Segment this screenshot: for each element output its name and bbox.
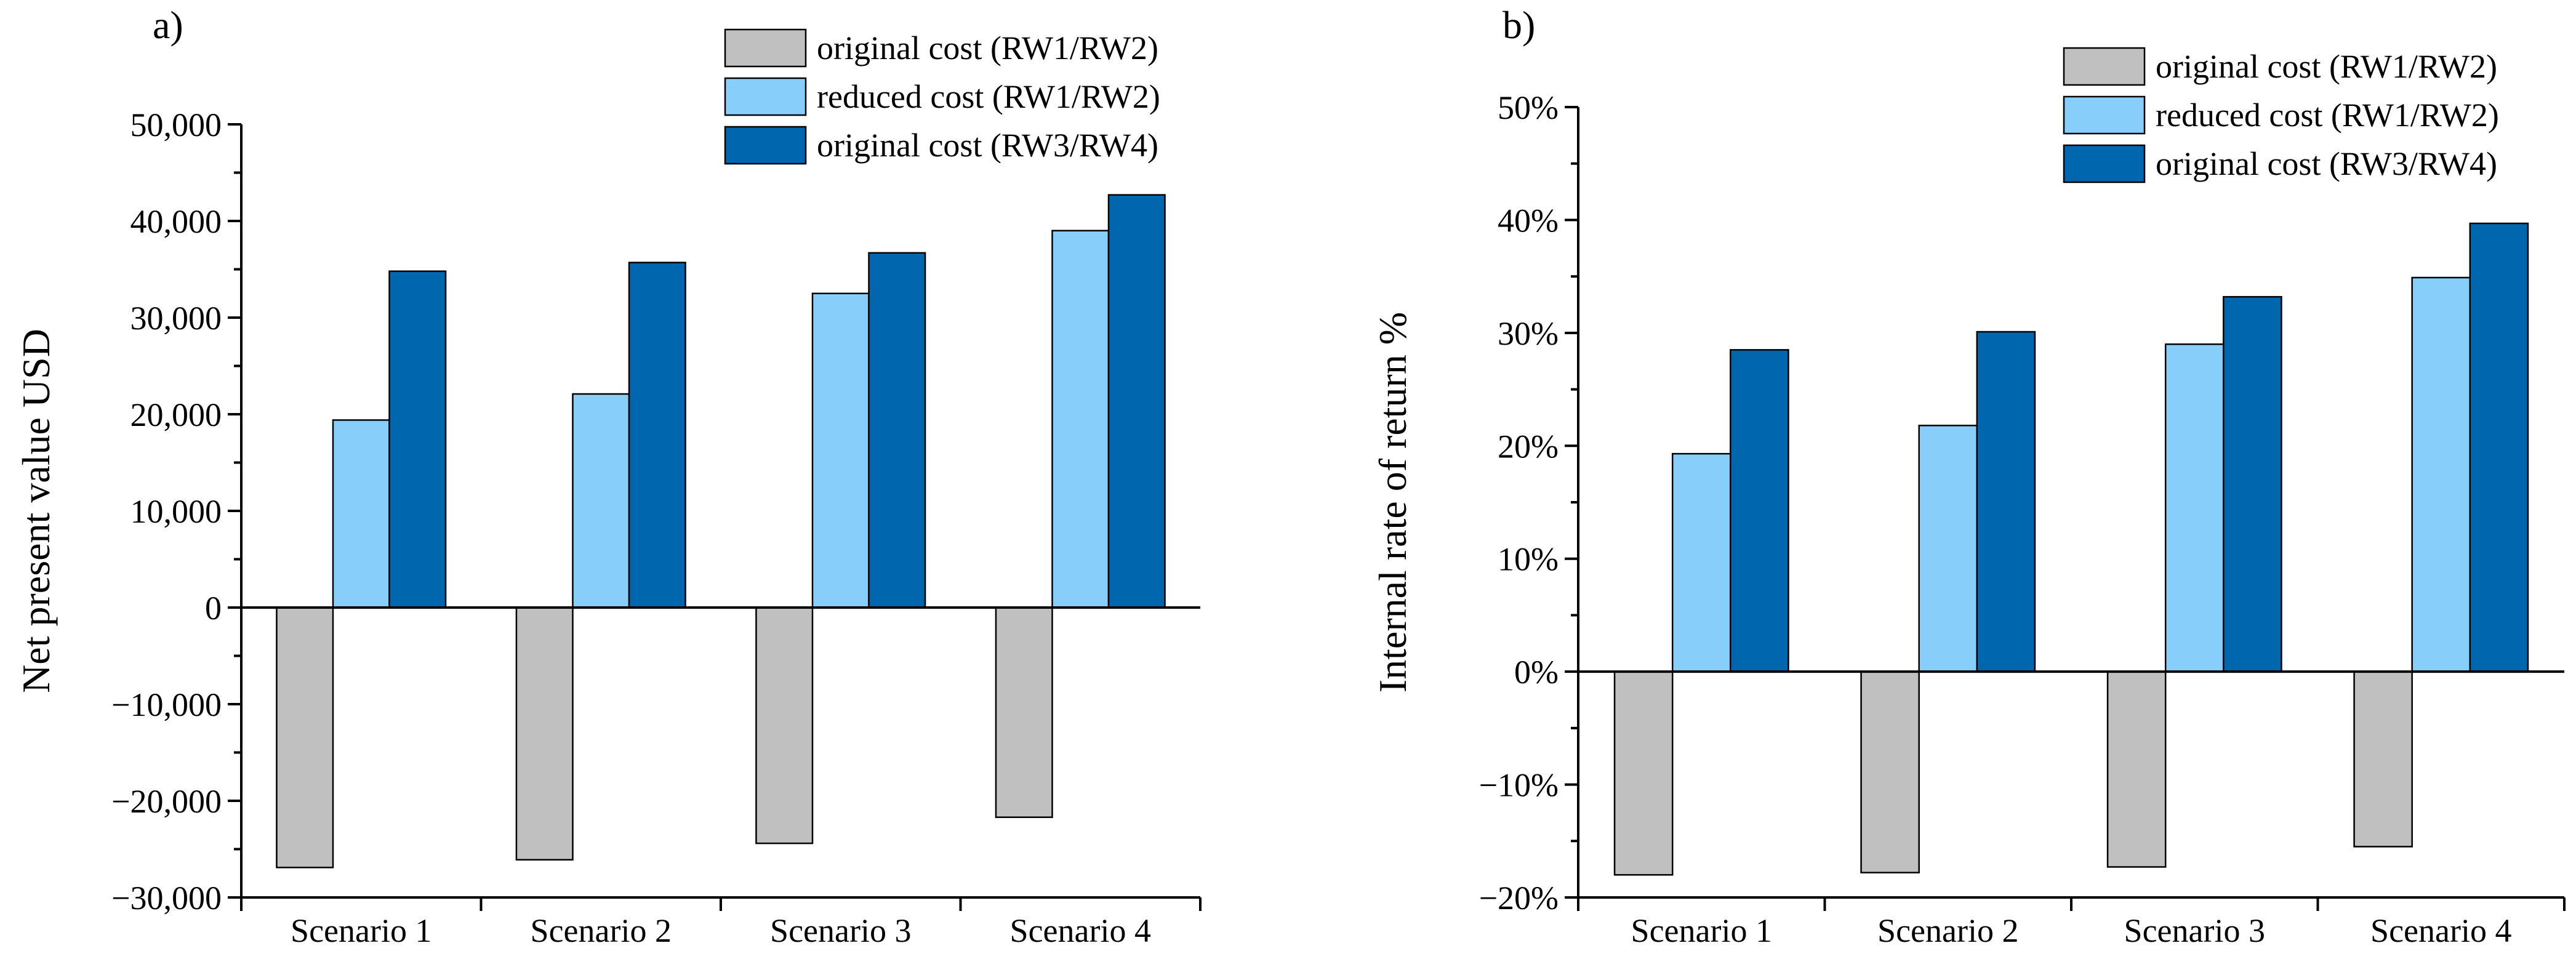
irr-ytick-label: 20% <box>1498 428 1559 465</box>
npv-legend-label-2: reduced cost (RW1/RW2) <box>817 78 1160 115</box>
irr-category-label: Scenario 4 <box>2370 912 2511 949</box>
npv-ytick-label: −10,000 <box>111 686 222 723</box>
npv-ytick-label: 50,000 <box>130 106 222 143</box>
npv-legend: original cost (RW1/RW2) reduced cost (RW1… <box>724 28 1160 165</box>
npv-bar-s2-c4 <box>1051 230 1110 609</box>
irr-bar-s2-c4 <box>2411 276 2471 673</box>
npv-bar-s1-c4 <box>995 606 1053 818</box>
npv-bar-s1-c2 <box>515 606 574 861</box>
npv-ytick-label: 20,000 <box>130 396 222 433</box>
npv-ytick-label: −20,000 <box>111 783 222 820</box>
irr-bar-s1-c4 <box>2353 670 2413 848</box>
npv-bar-s2-c1 <box>332 419 390 609</box>
irr-bar-s2-c2 <box>1918 425 1978 673</box>
irr-category-label: Scenario 1 <box>1631 912 1772 949</box>
npv-ytick-label: −30,000 <box>111 880 222 917</box>
npv-bars <box>276 194 1166 869</box>
irr-legend-swatch-2 <box>2063 95 2146 135</box>
irr-bars <box>1613 222 2529 876</box>
npv-category-label: Scenario 1 <box>291 912 431 949</box>
npv-bar-s3-c4 <box>1107 194 1166 609</box>
irr-ytick-label: 30% <box>1498 315 1559 352</box>
irr-bar-s3-c4 <box>2469 222 2529 673</box>
npv-bar-s3-c2 <box>628 262 686 609</box>
irr-ytick-label: 0% <box>1514 654 1559 691</box>
npv-legend-swatch-1 <box>724 28 807 68</box>
irr-bar-s3-c3 <box>2223 295 2282 673</box>
npv-y-axis-label: Net present value USD <box>14 329 58 693</box>
irr-bar-s3-c1 <box>1730 349 1789 673</box>
irr-ytick-label: 40% <box>1498 202 1559 239</box>
npv-ytick-label: 10,000 <box>130 493 222 530</box>
irr-category-label: Scenario 3 <box>2124 912 2265 949</box>
irr-legend: original cost (RW1/RW2) reduced cost (RW1… <box>2063 47 2499 183</box>
irr-bar-s3-c2 <box>1976 331 2036 673</box>
irr-bar-s2-c1 <box>1671 452 1731 673</box>
npv-bar-s2-c2 <box>572 393 630 609</box>
irr-bar-s1-c2 <box>1860 670 1920 873</box>
npv-legend-label-1: original cost (RW1/RW2) <box>817 30 1158 66</box>
npv-bar-s2-c3 <box>811 292 870 609</box>
npv-category-label: Scenario 3 <box>770 912 911 949</box>
npv-ytick-label: 30,000 <box>130 300 222 337</box>
panel-label-b: b) <box>1503 3 1535 47</box>
irr-bar-s1-c3 <box>2106 670 2167 868</box>
irr-category-label: Scenario 2 <box>1877 912 2018 949</box>
npv-bar-s1-c1 <box>276 606 334 869</box>
irr-legend-swatch-1 <box>2063 47 2146 86</box>
irr-legend-label-3: original cost (RW3/RW4) <box>2156 145 2497 182</box>
irr-ytick-label: 50% <box>1498 89 1559 126</box>
irr-bar-s1-c1 <box>1613 670 1674 876</box>
npv-legend-swatch-3 <box>724 126 807 165</box>
panel-label-a: a) <box>153 3 183 47</box>
npv-bar-s3-c1 <box>388 270 447 609</box>
npv-category-label: Scenario 4 <box>1010 912 1151 949</box>
irr-ticks: −20% −10% 0% 10% 20% 30% 40% 50% Scenario 1 Scena… <box>1479 89 2566 949</box>
irr-legend-label-2: reduced cost (RW1/RW2) <box>2156 97 2499 134</box>
npv-chart: a) Net present value USD −30,000−20,000−… <box>14 3 1202 949</box>
irr-chart: b) Internal rate of return % −20% −10% 0% 1… <box>1371 3 2566 949</box>
npv-legend-label-3: original cost (RW3/RW4) <box>817 127 1158 164</box>
irr-legend-swatch-3 <box>2063 144 2146 183</box>
npv-bar-s1-c3 <box>755 606 814 845</box>
npv-legend-swatch-2 <box>724 77 807 116</box>
irr-bar-s2-c3 <box>2164 343 2225 673</box>
npv-bar-s3-c3 <box>868 252 926 609</box>
irr-ytick-label: 10% <box>1498 541 1559 578</box>
npv-ticks: −30,000 −20,000 −10,000 0 10,000 20,000 30,000… <box>111 106 1202 949</box>
irr-legend-label-1: original cost (RW1/RW2) <box>2156 48 2497 85</box>
npv-ytick-label: 0 <box>205 590 222 627</box>
npv-ytick-label: 40,000 <box>130 203 222 240</box>
npv-category-label: Scenario 2 <box>531 912 672 949</box>
irr-ytick-label: −10% <box>1479 767 1559 804</box>
irr-ytick-label: −20% <box>1479 880 1559 917</box>
irr-y-axis-label: Internal rate of return % <box>1371 312 1414 692</box>
